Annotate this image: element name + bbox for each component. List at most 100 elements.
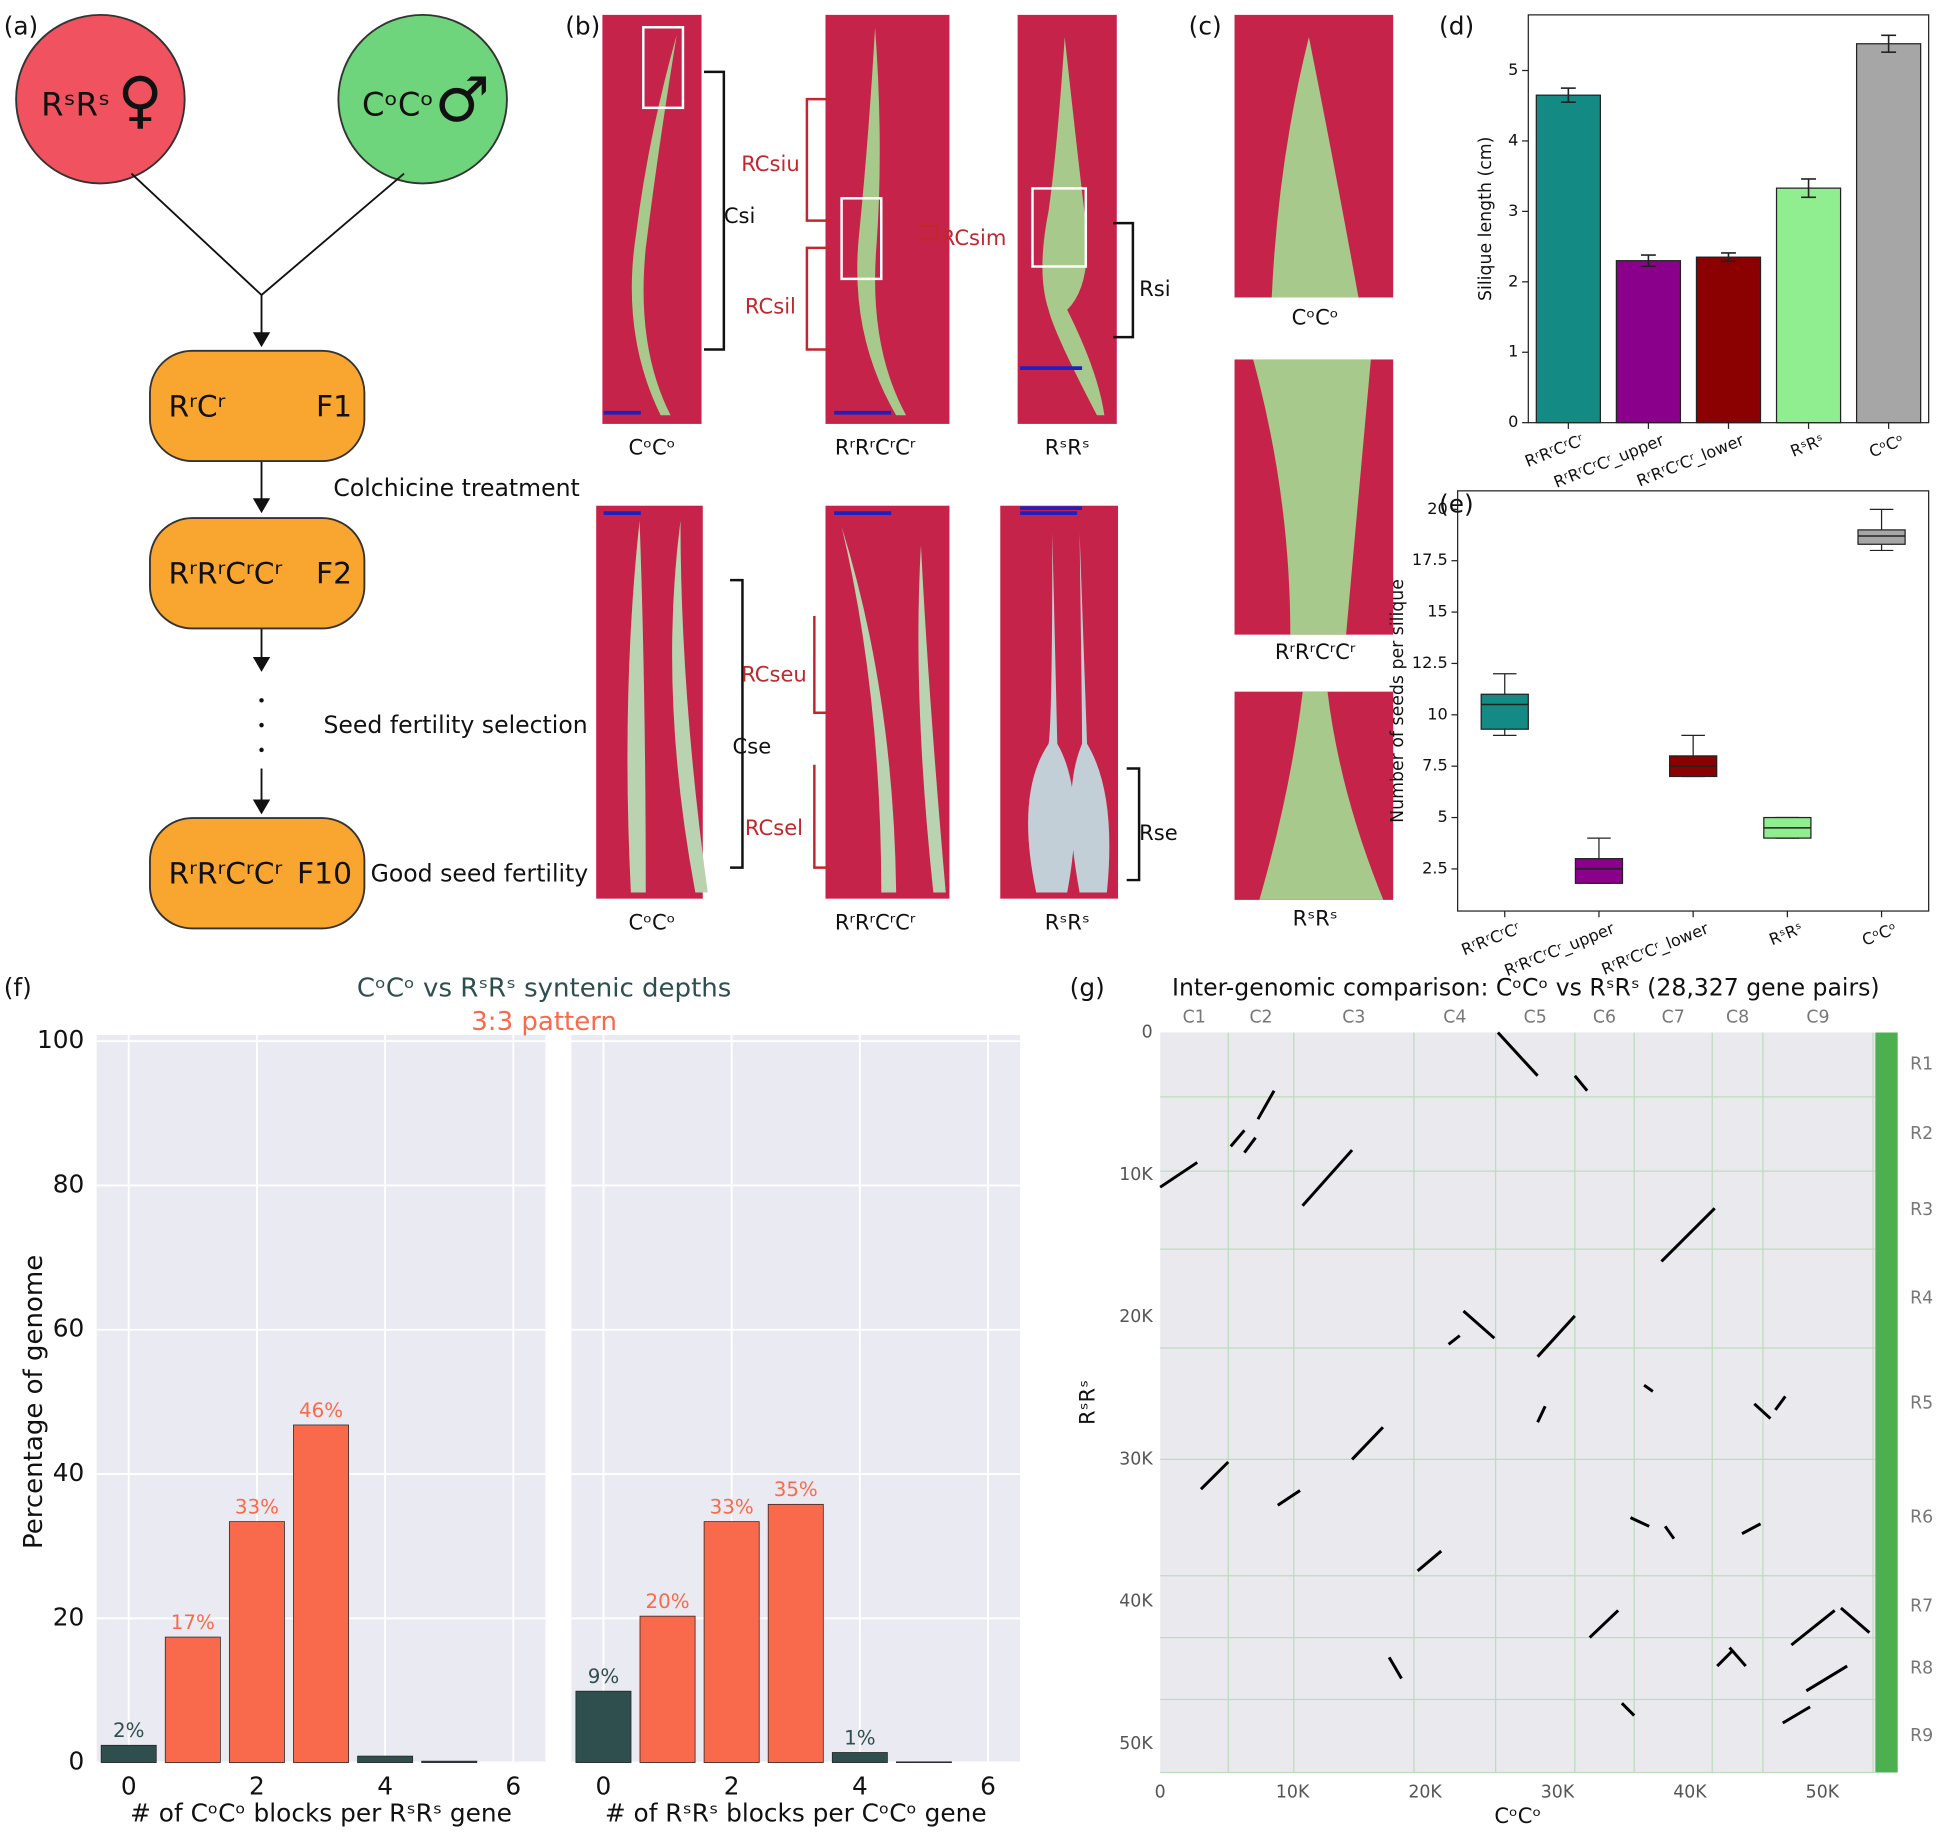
step-label: Good seed fertility [371,860,589,888]
bar [1695,256,1762,424]
photo-caption: CᵒCᵒ [629,435,676,460]
photo-caption: RʳRʳCʳCʳ [835,909,916,934]
photo-label: RCsim [941,225,1007,250]
photo [825,14,950,424]
group-label: R2 [1910,1124,1933,1144]
generation-label: F1 [316,389,352,424]
synteny-block [1728,1646,1747,1668]
y-tick-label: 10K [1119,1165,1153,1185]
arrow-head [252,332,271,348]
x-tick-label: 4 [852,1771,868,1800]
panel-label: (g) [1070,973,1105,1002]
panel-label: (b) [565,11,600,40]
synteny-block [1741,1522,1762,1536]
arrow-head [252,799,271,815]
dot [259,722,264,728]
x-tick-label: 40K [1673,1782,1707,1802]
value-label: 35% [774,1478,818,1501]
y-tick-label: 1 [1508,342,1518,361]
silique [627,520,708,893]
y-tick-label: 15 [1427,602,1447,621]
photo-label: Rsi [1139,276,1170,301]
x-axis-label: CᵒCᵒ [1494,1803,1541,1828]
box [1857,529,1906,545]
bracket [704,70,1141,882]
y-tick-label: 10 [1427,704,1447,723]
silique [841,526,946,893]
synteny-block [1243,1136,1257,1154]
bar [767,1503,824,1763]
silique [1042,37,1105,416]
y-tick-label: 2.5 [1422,858,1448,877]
synteny-block [1229,1129,1246,1148]
photo-label: Csi [724,203,756,228]
group-label: C8 [1726,1008,1749,1028]
y-tick-label: 20 [1427,499,1447,518]
y-tick-label: 12.5 [1412,653,1448,672]
synteny-block [1351,1426,1385,1461]
group-label: R9 [1910,1726,1933,1746]
group-label: R4 [1910,1289,1933,1309]
group-label: R7 [1910,1597,1933,1617]
x-tick-label: 4 [377,1771,393,1800]
synteny-block [1716,1648,1735,1668]
bar [575,1690,632,1763]
genome-bar [1875,1032,1898,1773]
synteny-block [1462,1309,1496,1340]
x-tick-label: 30K [1541,1782,1575,1802]
photo-caption: RʳRʳCʳCʳ [1275,639,1356,664]
generation-label: F10 [297,857,352,892]
synteny-block [1416,1549,1443,1572]
synteny-block [1256,1089,1276,1120]
synteny-block [1447,1334,1461,1346]
photo-label: RCsiu [741,151,799,176]
generation-genome: RʳRʳCʳCʳ [169,557,283,592]
y-tick-label: 40K [1119,1592,1153,1612]
synteny-block [1573,1074,1589,1092]
y-tick-label: 3 [1508,201,1518,220]
value-label: 17% [171,1611,215,1634]
parent-node [337,13,508,185]
chart-title: CᵒCᵒ vs RˢRˢ syntenic depths [357,974,731,1004]
scale-bar [603,366,1083,516]
x-tick-label: 20K [1408,1782,1442,1802]
bar [293,1424,349,1763]
connector [130,172,405,812]
y-tick-label: 4 [1508,130,1518,149]
synteny-block [1199,1460,1230,1491]
y-tick-label: 60 [53,1314,85,1343]
synteny-block [1588,1609,1620,1639]
synteny-block [1839,1606,1871,1634]
y-tick-label: 5 [1437,807,1447,826]
dot [259,698,264,703]
generation-node [149,817,366,930]
group-label: C1 [1183,1008,1206,1028]
synteny-block [1301,1149,1354,1207]
group-label: C4 [1443,1008,1466,1028]
synteny-block [1496,1031,1539,1077]
panel-label: (d) [1439,11,1474,40]
bar [164,1636,221,1763]
parent-genome: RˢRˢ [41,86,110,124]
group-label: C6 [1593,1008,1616,1028]
silique [857,27,907,416]
y-tick-label: 17.5 [1412,550,1448,569]
synteny-block [1660,1207,1716,1263]
parent-node [15,13,186,185]
bar [703,1521,760,1763]
synteny-block [1536,1314,1576,1358]
group-label: R5 [1910,1394,1933,1414]
y-axis-label: Number of seeds per silique [1388,579,1408,823]
photo-caption: CᵒCᵒ [629,909,676,934]
x-axis-label: # of CᵒCᵒ blocks per RˢRˢ gene [130,1799,512,1828]
value-label: 33% [710,1496,754,1519]
group-label: C2 [1249,1008,1272,1028]
synteny-block [1629,1516,1650,1528]
photo-label: RCsil [745,293,796,318]
value-label: 1% [844,1726,875,1749]
photo-label: Cse [733,733,772,758]
chart-subtitle: 3:3 pattern [471,1007,617,1037]
bar [896,1761,952,1763]
y-tick-label: 20 [53,1602,85,1631]
